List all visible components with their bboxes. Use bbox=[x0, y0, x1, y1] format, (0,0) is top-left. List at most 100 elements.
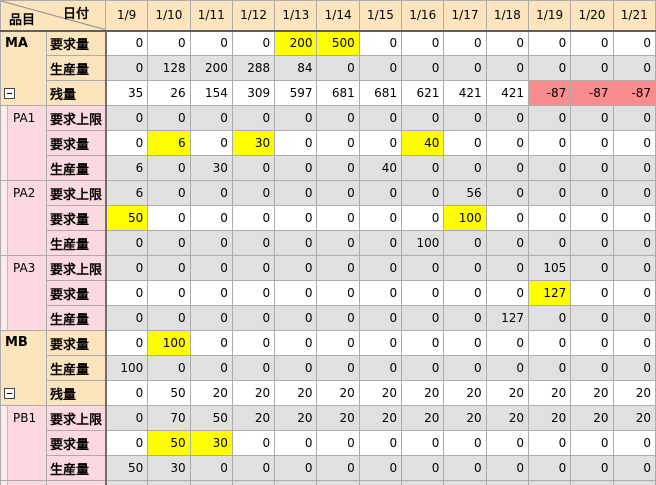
data-cell[interactable]: 0 bbox=[527, 155, 572, 181]
data-cell[interactable]: 0 bbox=[401, 280, 445, 306]
data-cell[interactable]: 0 bbox=[358, 430, 403, 456]
data-cell[interactable] bbox=[358, 480, 403, 485]
data-cell[interactable] bbox=[612, 480, 656, 485]
data-cell[interactable]: 0 bbox=[358, 105, 403, 131]
data-cell[interactable]: 0 bbox=[316, 255, 360, 281]
data-cell[interactable]: 0 bbox=[443, 330, 487, 356]
data-cell[interactable]: 0 bbox=[443, 430, 487, 456]
date-column-header[interactable]: 1/14 bbox=[316, 0, 360, 32]
data-cell[interactable]: 20 bbox=[527, 380, 572, 406]
row-label[interactable]: 要求量 bbox=[46, 280, 107, 306]
data-cell[interactable]: 0 bbox=[274, 155, 318, 181]
data-cell[interactable]: 0 bbox=[570, 205, 614, 231]
data-cell[interactable]: 0 bbox=[443, 455, 487, 481]
data-cell[interactable]: 0 bbox=[104, 55, 149, 81]
data-cell[interactable]: 56 bbox=[443, 180, 487, 206]
collapse-icon[interactable] bbox=[4, 388, 15, 399]
data-cell[interactable]: 0 bbox=[443, 305, 487, 331]
data-cell[interactable]: 0 bbox=[316, 105, 360, 131]
date-column-header[interactable]: 1/13 bbox=[274, 0, 318, 32]
data-cell[interactable]: 20 bbox=[274, 380, 318, 406]
data-cell[interactable]: 0 bbox=[485, 205, 529, 231]
date-column-header[interactable]: 1/15 bbox=[358, 0, 403, 32]
data-cell[interactable]: 0 bbox=[316, 130, 360, 156]
item-cell-PA3[interactable]: PA3 bbox=[0, 255, 47, 331]
data-cell[interactable]: 20 bbox=[316, 405, 360, 431]
data-cell[interactable]: 50 bbox=[104, 205, 149, 231]
data-cell[interactable]: 0 bbox=[147, 280, 191, 306]
data-cell[interactable]: 0 bbox=[443, 155, 487, 181]
data-cell[interactable]: 0 bbox=[612, 205, 656, 231]
date-column-header[interactable]: 1/9 bbox=[104, 0, 149, 32]
data-cell[interactable]: 0 bbox=[274, 305, 318, 331]
data-cell[interactable]: 0 bbox=[570, 155, 614, 181]
data-cell[interactable]: 0 bbox=[104, 305, 149, 331]
data-cell[interactable]: 20 bbox=[485, 380, 529, 406]
data-cell[interactable]: 20 bbox=[443, 405, 487, 431]
data-cell[interactable]: 50 bbox=[147, 380, 191, 406]
data-cell[interactable]: 0 bbox=[401, 205, 445, 231]
item-cell-MA[interactable]: MA bbox=[0, 30, 47, 106]
row-label[interactable]: 生産量 bbox=[46, 455, 107, 481]
data-cell[interactable]: 0 bbox=[358, 305, 403, 331]
data-cell[interactable]: 0 bbox=[570, 280, 614, 306]
data-cell[interactable]: 0 bbox=[570, 105, 614, 131]
data-cell[interactable]: 0 bbox=[570, 455, 614, 481]
data-cell[interactable]: 0 bbox=[231, 205, 276, 231]
data-cell[interactable]: 0 bbox=[104, 405, 149, 431]
data-cell[interactable]: 0 bbox=[358, 455, 403, 481]
data-cell[interactable]: 0 bbox=[274, 330, 318, 356]
data-cell[interactable]: 0 bbox=[570, 230, 614, 256]
row-label[interactable]: 生産量 bbox=[46, 305, 107, 331]
data-cell[interactable]: 0 bbox=[612, 355, 656, 381]
data-cell[interactable]: 0 bbox=[358, 330, 403, 356]
data-cell[interactable]: 0 bbox=[358, 355, 403, 381]
data-cell[interactable]: 0 bbox=[358, 30, 403, 56]
data-cell[interactable]: 0 bbox=[358, 180, 403, 206]
data-cell[interactable]: 0 bbox=[527, 105, 572, 131]
data-cell[interactable]: 0 bbox=[189, 330, 233, 356]
row-label[interactable]: 生産量 bbox=[46, 55, 107, 81]
data-cell[interactable]: 0 bbox=[485, 180, 529, 206]
data-cell[interactable]: 0 bbox=[401, 55, 445, 81]
data-cell[interactable]: 20 bbox=[527, 405, 572, 431]
data-cell[interactable]: 0 bbox=[612, 280, 656, 306]
data-cell[interactable]: 84 bbox=[274, 55, 318, 81]
data-cell[interactable]: 421 bbox=[485, 80, 529, 106]
data-cell[interactable]: 0 bbox=[401, 305, 445, 331]
data-cell[interactable]: 0 bbox=[104, 130, 149, 156]
data-cell[interactable]: 0 bbox=[104, 280, 149, 306]
data-cell[interactable]: 0 bbox=[612, 230, 656, 256]
data-cell[interactable]: 0 bbox=[612, 180, 656, 206]
data-cell[interactable]: 0 bbox=[570, 305, 614, 331]
data-cell[interactable]: 0 bbox=[612, 30, 656, 56]
data-cell[interactable]: 0 bbox=[443, 355, 487, 381]
data-cell[interactable]: 0 bbox=[358, 280, 403, 306]
data-cell[interactable] bbox=[147, 480, 191, 485]
data-cell[interactable]: 0 bbox=[189, 280, 233, 306]
data-cell[interactable]: 0 bbox=[274, 455, 318, 481]
data-cell[interactable]: 0 bbox=[274, 280, 318, 306]
data-cell[interactable]: 127 bbox=[485, 305, 529, 331]
data-cell[interactable]: 0 bbox=[401, 180, 445, 206]
data-cell[interactable]: 0 bbox=[570, 430, 614, 456]
data-cell[interactable]: 0 bbox=[443, 105, 487, 131]
data-cell[interactable]: 0 bbox=[147, 205, 191, 231]
data-cell[interactable]: 0 bbox=[401, 155, 445, 181]
row-label[interactable]: 残量 bbox=[46, 80, 107, 106]
data-cell[interactable]: 20 bbox=[401, 380, 445, 406]
data-cell[interactable]: 0 bbox=[527, 330, 572, 356]
data-cell[interactable]: 0 bbox=[316, 205, 360, 231]
data-cell[interactable]: 0 bbox=[612, 455, 656, 481]
data-cell[interactable] bbox=[443, 480, 487, 485]
data-cell[interactable]: 40 bbox=[401, 130, 445, 156]
data-cell[interactable]: 0 bbox=[189, 455, 233, 481]
data-cell[interactable]: 200 bbox=[189, 55, 233, 81]
data-cell[interactable]: 0 bbox=[231, 455, 276, 481]
data-cell[interactable] bbox=[401, 480, 445, 485]
data-cell[interactable]: 681 bbox=[316, 80, 360, 106]
data-cell[interactable]: 0 bbox=[316, 230, 360, 256]
row-label[interactable]: 要求量 bbox=[46, 30, 107, 56]
row-label[interactable]: 生産量 bbox=[46, 230, 107, 256]
data-cell[interactable]: 30 bbox=[189, 430, 233, 456]
